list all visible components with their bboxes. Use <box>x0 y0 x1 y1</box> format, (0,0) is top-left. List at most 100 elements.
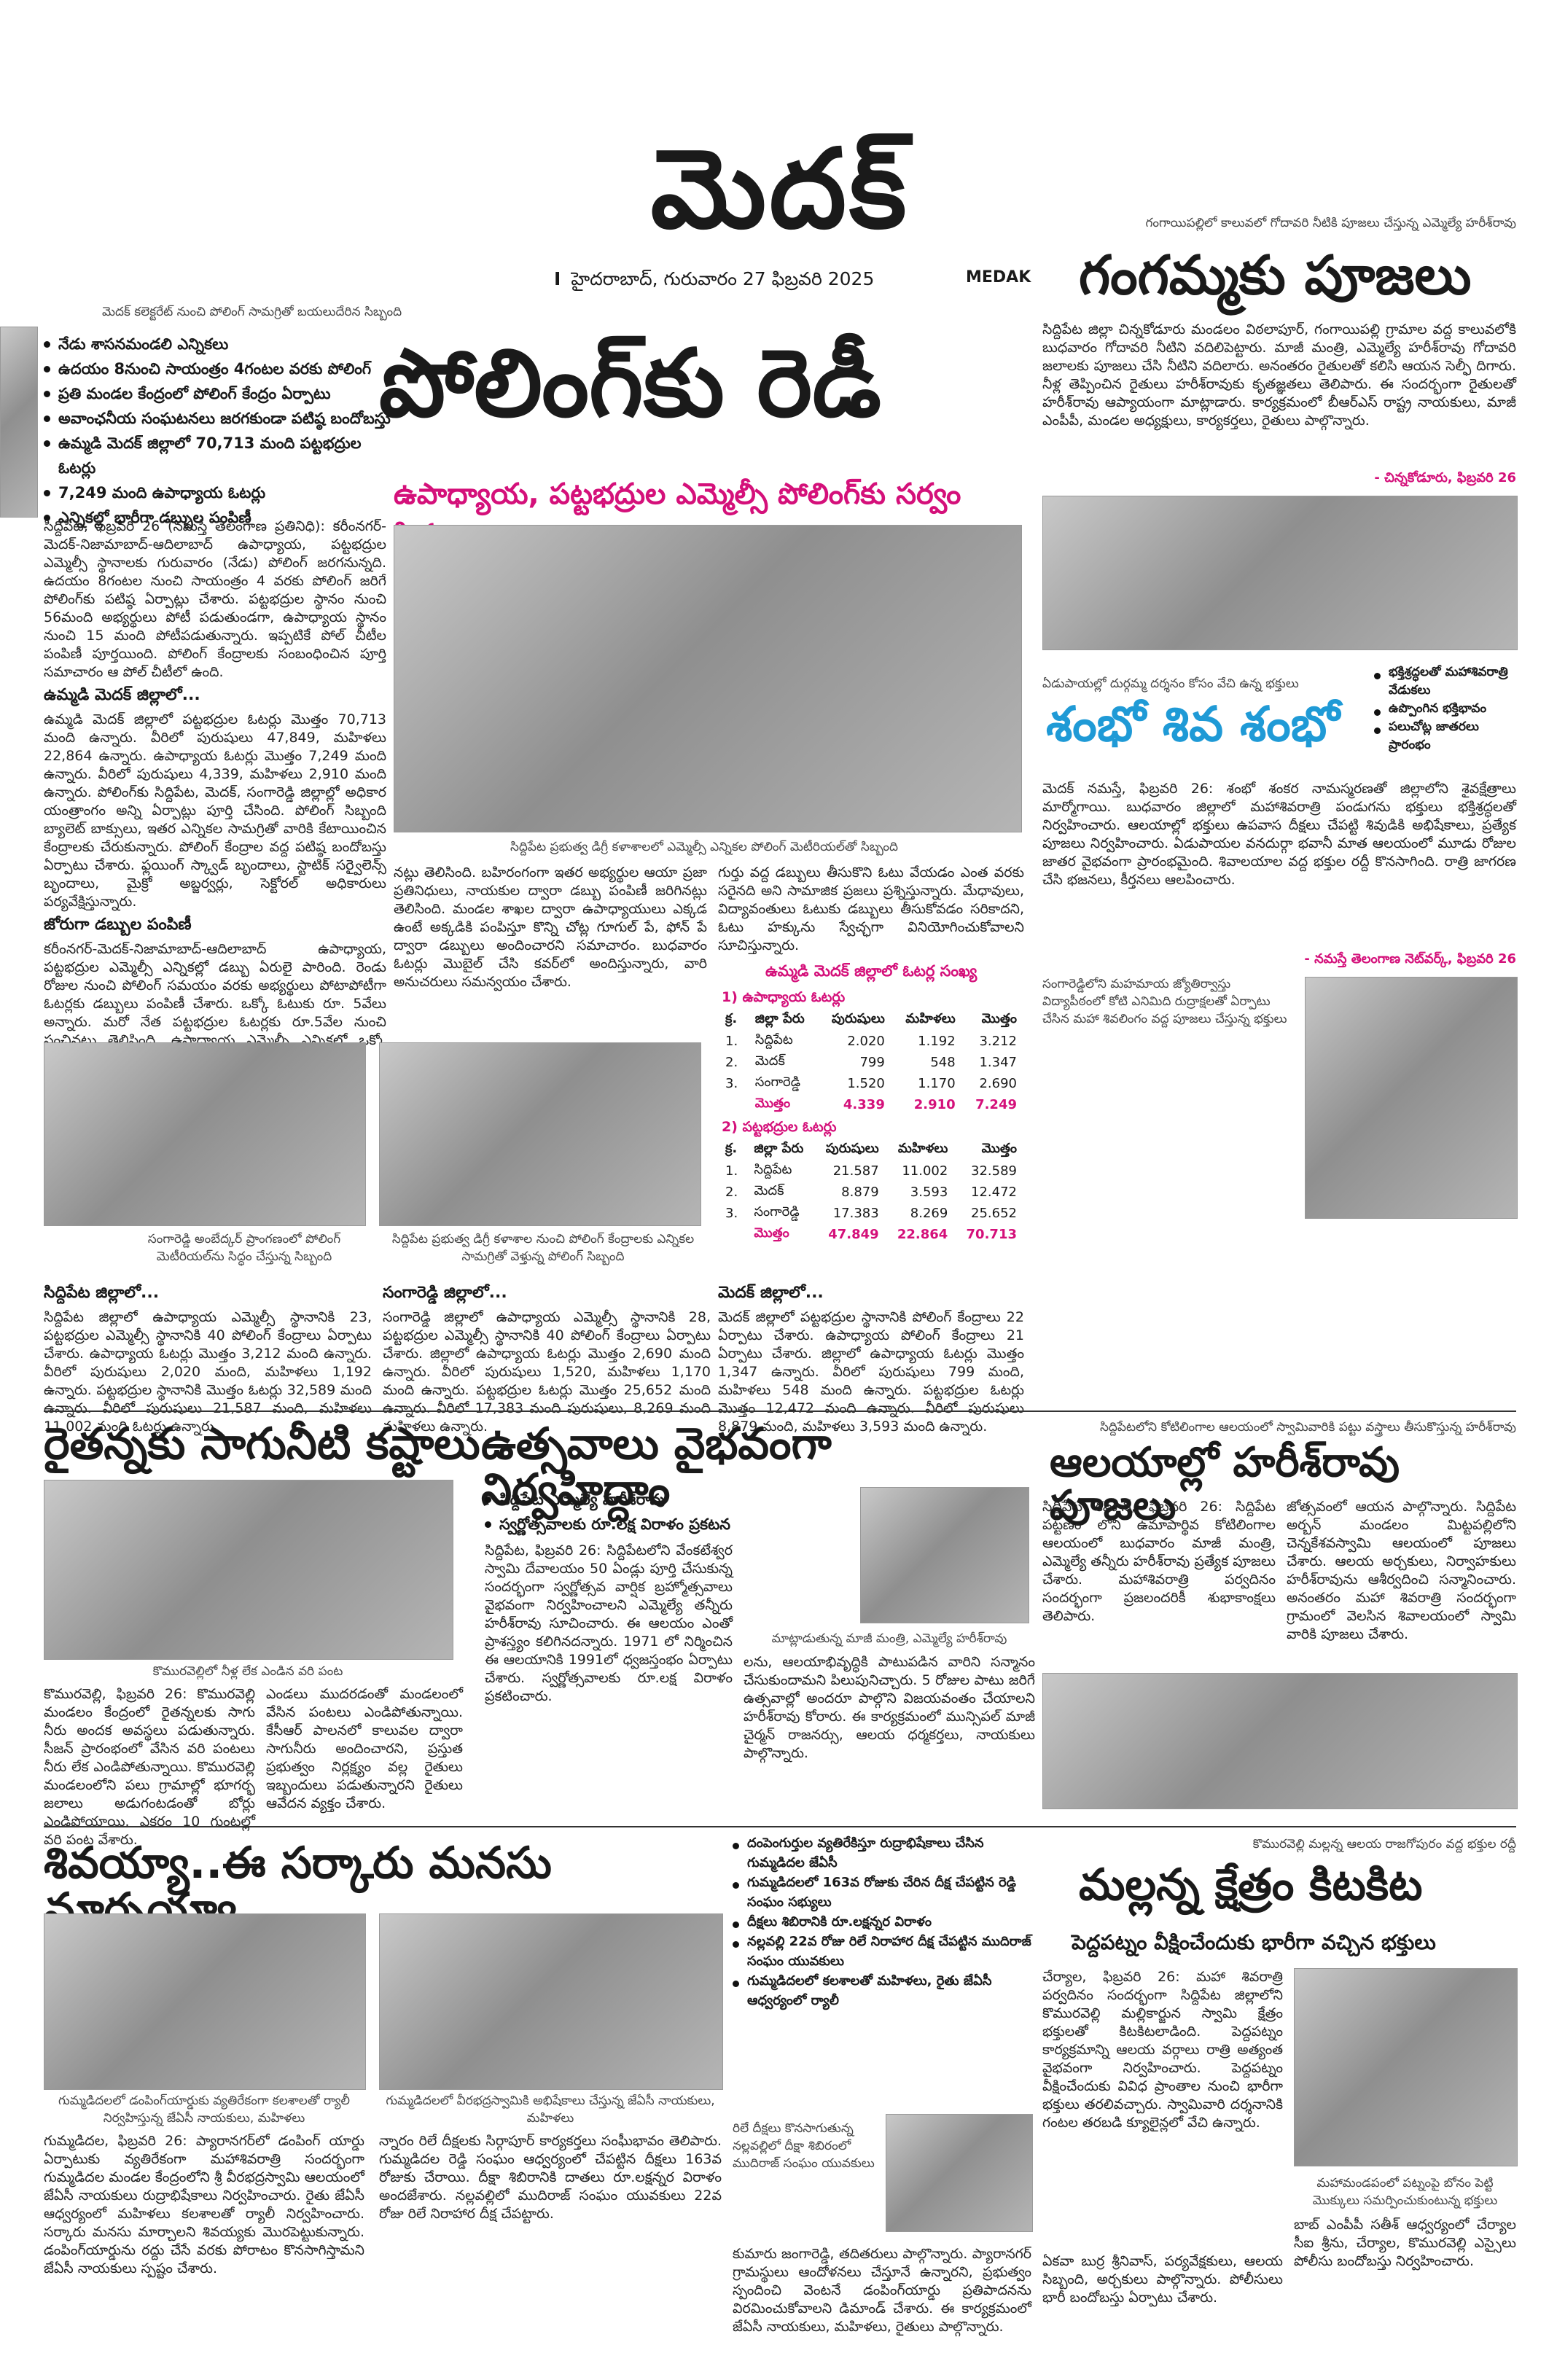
table-row: 1. సిద్దిపేట 2.020 1.192 3.212 <box>718 1031 1024 1052</box>
shivayya-bullets: దంపెంగుర్తుల వ్యతిరేకిస్తూ రుద్రాభిషేకాల… <box>733 1833 1031 2010</box>
table-cell: మెదక్ <box>754 1053 785 1069</box>
section-divider-2 <box>44 1826 1516 1827</box>
table-cell: 3. <box>725 1076 738 1091</box>
sangareddy-col-title: సంగారెడ్డి జిల్లాలో... <box>383 1284 507 1302</box>
table-header-cell: జిల్లా పేరు <box>754 1011 805 1026</box>
shivayya-bullet: గుమ్మడిదలలో కలశాలతో మహిళలు, రైతు జేఏసీ ఆ… <box>733 1971 1031 2010</box>
dateline-text: హైదరాబాద్, గురువారం 27 ఫిబ్రవరి 2025 <box>571 268 875 289</box>
mallanna-photo <box>1294 1968 1518 2166</box>
siddipet-col-body: సిద్దిపేట జిల్లాలో ఉపాధ్యాయ ఎమ్మెల్సీ స్… <box>44 1309 372 1435</box>
utsavalu-headline: ఉత్సవాలు వైభవంగా నిర్వహిద్దాం <box>481 1419 832 1515</box>
table-header-cell: మొత్తం <box>981 1011 1017 1026</box>
sangareddy-photo <box>44 1042 366 1226</box>
raitanna-headline: రైతన్నకు సాగునీటి కష్టాలు <box>44 1419 480 1470</box>
table-cell: 2.690 <box>979 1076 1017 1091</box>
mallanna-headline: మల్లన్న క్షేత్రం కిటకిట <box>1079 1860 1423 1911</box>
table-cell: 2.020 <box>847 1034 885 1049</box>
table-cell: 32.589 <box>971 1163 1017 1179</box>
table-cell: 1.520 <box>847 1076 885 1091</box>
shivayya-body-1: గుమ్మడిదల, ఫిబ్రవరి 26: ప్యారానగర్‌లో డం… <box>44 2133 364 2276</box>
gangamma-credit: - చిన్నకోడూరు, ఫిబ్రవరి 26 <box>1374 470 1516 485</box>
utsavalu-photo <box>860 1487 1029 1623</box>
raitanna-body-2: ఎండలు ముదరడంతో మండలంలో వేసిన పంటలు ఎండిప… <box>266 1686 463 1811</box>
shivayya-caption-1: గుమ్మడిదలలో డంపింగ్‌యార్డుకు వ్యతిరేకంగా… <box>58 2094 351 2126</box>
table-cell: మొత్తం <box>754 1096 791 1111</box>
table-cell: సిద్దిపేట <box>754 1162 792 1177</box>
table-header-cell: పురుషులు <box>831 1011 885 1026</box>
mallanna-body-2: ఏకవా బుర్ర శ్రీనివాస్, పర్యవేక్షకులు, ఆల… <box>1042 2253 1283 2306</box>
polling-section1-title: ఉమ్మడి మెదక్ జిల్లాలో... <box>44 686 200 704</box>
shivayya-caption-2: గుమ్మడిదలలో వీరభద్రస్వామికి అభిషేకాలు చే… <box>386 2094 715 2126</box>
shambho-headline: శంభో శివ శంభో <box>1046 696 1340 752</box>
table-cell: 8.269 <box>910 1206 948 1221</box>
table1-title: 1) ఉపాధ్యాయ ఓటర్లు <box>722 989 846 1005</box>
table-header-row: క్ర. జిల్లా పేరు పురుషులు మహిళలు మొత్తం <box>718 1139 1024 1160</box>
gangamma-photo <box>1042 496 1518 650</box>
table-row: 3. సంగారెడ్డి 17.383 8.269 25.652 <box>718 1203 1024 1224</box>
mallanna-caption-2: మహామండపంలో పట్నంపై బోనం పెట్టి మొక్కులు … <box>1312 2176 1498 2208</box>
table-row: 1. సిద్దిపేట 21.587 11.002 32.589 <box>718 1160 1024 1182</box>
table-cell: 548 <box>930 1055 956 1070</box>
shivayya-body-2: న్నారం రిలే దీక్షలకు సిర్గాపూర్ కార్యకర్… <box>379 2133 722 2222</box>
polling-photo <box>0 327 38 518</box>
table-header-cell: మహిళలు <box>897 1141 948 1156</box>
polling-bullet: నేడు శాసనమండలి ఎన్నికలు <box>44 332 401 356</box>
table-cell: 3.593 <box>910 1185 948 1200</box>
siddipet-photo-caption: సిద్దిపేట ప్రభుత్వ డిగ్రీ కళాశాల నుంచి ప… <box>391 1232 695 1264</box>
table-cell: 11.002 <box>902 1163 948 1179</box>
shambho-bullet: పలుచోట్ల జాతరలు ప్రారంభం <box>1374 718 1520 754</box>
shambho-credit: - నమస్తే తెలంగాణ నెట్‌వర్క్, ఫిబ్రవరి 26 <box>1304 951 1516 967</box>
table-header-cell: క్ర. <box>725 1011 738 1026</box>
table-header-row: క్ర. జిల్లా పేరు పురుషులు మహిళలు మొత్తం <box>718 1010 1024 1031</box>
table2-title: 2) పట్టభద్రుల ఓటర్లు <box>722 1119 837 1135</box>
mallanna-subhead: పెద్దపట్నం వీక్షించేందుకు భారీగా వచ్చిన … <box>1072 1930 1436 1954</box>
table-cell: మెదక్ <box>754 1183 784 1198</box>
polling-intro: సిద్దిపేట, ఫిబ్రవరి 26 (నమస్తే తెలంగాణ ప… <box>44 518 386 680</box>
shivayya-photo-2 <box>379 1913 723 2090</box>
polling-bullet: ఉదయం 8నుంచి సాయంత్రం 4గంటల వరకు పోలింగ్ <box>44 356 401 381</box>
center-photo-caption: సిద్దిపేట ప్రభుత్వ డిగ్రీ కళాశాలలో ఎమ్మె… <box>510 840 899 854</box>
teacher-voter-table: క్ర. జిల్లా పేరు పురుషులు మహిళలు మొత్తం … <box>718 1010 1024 1115</box>
table-header-cell: జిల్లా పేరు <box>754 1141 804 1156</box>
dateline-separator: I <box>554 268 561 289</box>
table-cell: 17.383 <box>832 1206 879 1221</box>
mallanna-caption: కొమురవెల్లి మల్లన్న ఆలయ రాజగోపురం వద్ద భ… <box>1252 1837 1516 1852</box>
shivayya-body-3: కుమారు జంగారెడ్డి, తదితరులు పాల్గొన్నారు… <box>733 2246 1031 2335</box>
center-body: నట్లు తెలిసింది. బహిరంగంగా ఇతర అభ్యర్థుల… <box>394 865 707 990</box>
table-cell: 2. <box>725 1055 738 1070</box>
table-header-cell: మొత్తం <box>981 1141 1017 1156</box>
shambho-photo <box>1305 977 1518 1219</box>
shambho-body: మెదక్ నమస్తే, ఫిబ్రవరి 26: శంభో శంకర నామ… <box>1042 781 1516 888</box>
shambho-bullet: ఉప్పొంగిన భక్తిభావం <box>1374 700 1520 718</box>
table-cell: 4.339 <box>843 1097 885 1112</box>
table-row: 2. మెదక్ 799 548 1.347 <box>718 1052 1024 1073</box>
alayalu-caption: సిద్దిపేటలోని కోటిలింగాల ఆలయంలో స్వామివా… <box>1099 1420 1516 1435</box>
gangamma-body: సిద్దిపేట జిల్లా చిన్నకోడూరు మండలం విఠలా… <box>1042 321 1516 429</box>
utsavalu-body-2: లను, ఆలయాభివృద్ధికి పాటుపడిన వారిని సన్మ… <box>744 1654 1035 1761</box>
shivayya-bullet: దీక్షలు శిబిరానికి రూ.లక్షన్నర విరాళం <box>733 1912 1031 1932</box>
polling-photo-caption: మెదక్ కలెక్టరేట్ నుంచి పోలింగ్ సామగ్రితో… <box>102 305 402 319</box>
table-cell: 8.879 <box>841 1185 879 1200</box>
medak-col-body: మెదక్ జిల్లాలో పట్టభద్రుల స్థానానికి పోల… <box>718 1309 1024 1435</box>
table-cell: 1. <box>725 1034 738 1049</box>
utsavalu-bullet: సిద్దిపేట ఎమ్మెల్యే హరీశ్‌రావు <box>485 1487 849 1512</box>
polling-section2-body: కరీంనగర్-మెదక్-నిజామాబాద్-ఆదిలాబాద్ ఉపాధ… <box>44 941 386 1066</box>
table-cell: 1.170 <box>918 1076 956 1091</box>
shivayya-caption-3: రిలే దీక్షలు కొనసాగుతున్న నల్లవల్లిలో దీ… <box>733 2121 875 2171</box>
utsavalu-bullet: స్వర్ణోత్సవాలకు రూ.లక్ష విరాళం ప్రకటన <box>485 1512 849 1537</box>
shivayya-bullet: గుమ్మడిదలలో 163వ రోజుకు చేరిన దీక్ష చేపట… <box>733 1873 1031 1912</box>
table-total-row: మొత్తం 47.849 22.864 70.713 <box>718 1224 1024 1245</box>
alayalu-body-1: సిద్దిపేట కమాన్, ఫిబ్రవరి 26: సిద్దిపేట … <box>1042 1499 1276 1624</box>
utsavalu-bullets: సిద్దిపేట ఎమ్మెల్యే హరీశ్‌రావు స్వర్ణోత్… <box>485 1487 849 1537</box>
polling-headline: పోలింగ్‌కు రెడీ <box>379 329 881 438</box>
table-header-cell: పురుషులు <box>825 1141 879 1156</box>
dateline: I హైదరాబాద్, గురువారం 27 ఫిబ్రవరి 2025 <box>554 268 991 294</box>
shambho-bullet: భక్తిశ్రద్ధలతో మహాశివరాత్రి వేడుకలు <box>1374 663 1520 700</box>
alayalu-photo <box>1042 1673 1518 1809</box>
center-photo <box>394 525 1022 832</box>
raitanna-photo <box>44 1480 453 1660</box>
table-header-cell: క్ర. <box>725 1141 738 1156</box>
table-cell: 21.587 <box>832 1163 879 1179</box>
table-cell: 799 <box>859 1055 885 1070</box>
polling-bullet: అవాంఛనీయ సంఘటనలు జరగకుండా పటిష్ఠ బందోబస్… <box>44 406 401 431</box>
